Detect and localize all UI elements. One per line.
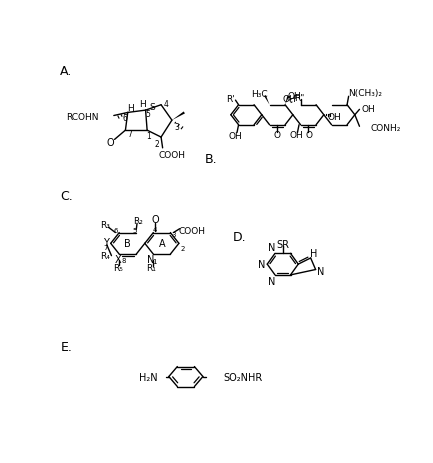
Text: 3: 3 (174, 123, 179, 131)
Text: OH: OH (361, 105, 375, 114)
Text: 6: 6 (123, 114, 128, 123)
Text: 7: 7 (104, 244, 108, 250)
Text: COOH: COOH (158, 150, 185, 159)
Text: N: N (317, 267, 325, 276)
Polygon shape (264, 96, 270, 106)
Text: H: H (127, 103, 134, 113)
Text: 7: 7 (127, 130, 132, 139)
Text: B.: B. (205, 153, 218, 166)
Text: O: O (106, 138, 114, 148)
Text: R': R' (226, 95, 235, 104)
Text: R₂: R₂ (133, 217, 143, 226)
Text: CONH₂: CONH₂ (370, 124, 401, 133)
Text: 5: 5 (132, 228, 137, 234)
Text: 6: 6 (113, 228, 118, 234)
Text: 4: 4 (153, 226, 157, 232)
Text: N(CH₃)₂: N(CH₃)₂ (349, 89, 383, 98)
Text: 5: 5 (145, 110, 150, 119)
Text: N: N (258, 260, 265, 269)
Text: B: B (124, 239, 131, 249)
Text: O: O (151, 215, 158, 225)
Text: R": R" (294, 94, 304, 102)
Text: OH: OH (289, 131, 303, 140)
Text: R₁: R₁ (146, 264, 156, 273)
Text: N: N (268, 243, 275, 253)
Text: N: N (146, 254, 154, 264)
Text: R₃: R₃ (100, 221, 110, 230)
Text: SO₂NHR: SO₂NHR (223, 372, 262, 382)
Text: 3: 3 (171, 232, 176, 238)
Text: OH: OH (229, 132, 242, 141)
Text: 2: 2 (181, 245, 185, 251)
Text: A: A (158, 239, 165, 249)
Text: 1: 1 (146, 132, 151, 141)
Polygon shape (172, 112, 185, 121)
Text: 2: 2 (154, 139, 159, 149)
Text: 8: 8 (122, 258, 126, 264)
Text: N: N (268, 276, 275, 287)
Text: A.: A. (60, 65, 73, 78)
Text: Y: Y (103, 237, 109, 247)
Text: O: O (306, 131, 313, 140)
Text: H₂N: H₂N (139, 372, 158, 382)
Text: H: H (139, 100, 146, 109)
Text: RCOHN: RCOHN (66, 113, 98, 121)
Text: OH: OH (328, 113, 342, 121)
Polygon shape (285, 97, 289, 106)
Text: S: S (149, 102, 155, 112)
Text: D.: D. (233, 231, 246, 244)
Text: 1: 1 (152, 258, 157, 264)
Text: OH: OH (288, 92, 301, 101)
Text: H: H (310, 249, 317, 259)
Text: R₅: R₅ (113, 264, 123, 273)
Text: C.: C. (60, 190, 73, 203)
Text: X: X (114, 254, 121, 264)
Text: O: O (273, 131, 280, 140)
Text: OH: OH (282, 95, 296, 104)
Text: H₃C: H₃C (252, 90, 268, 99)
Text: 4: 4 (164, 100, 169, 108)
Text: E.: E. (60, 340, 72, 353)
Text: COOH: COOH (178, 226, 206, 235)
Text: SR: SR (276, 239, 289, 250)
Text: R₄: R₄ (100, 251, 110, 261)
